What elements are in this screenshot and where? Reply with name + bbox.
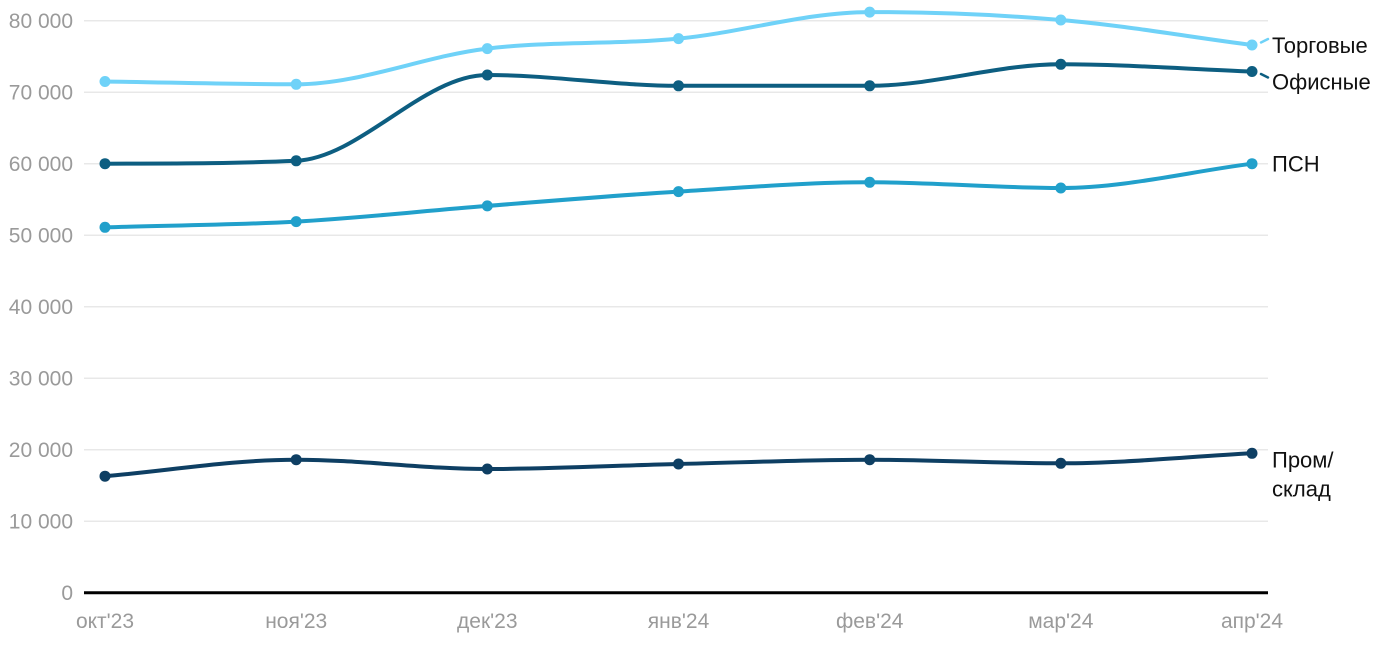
series-point-psn-4	[864, 176, 876, 188]
x-tick-label-6: апр'24	[1221, 610, 1283, 633]
x-tick-label-5: мар'24	[1028, 610, 1093, 633]
y-tick-label-0: 0	[61, 582, 73, 605]
series-line-ofisnye	[103, 62, 1254, 166]
series-point-prom-sklad-4	[864, 454, 876, 466]
x-tick-label-4: фев'24	[836, 610, 904, 633]
series-point-torgovye-3	[673, 33, 684, 45]
y-tick-label-60000: 60 000	[9, 153, 73, 176]
series-label-prom-sklad-line-0: Пром/	[1272, 447, 1334, 472]
series-label-psn: ПСН	[1272, 152, 1320, 177]
x-tick-label-1: ноя'23	[265, 610, 327, 633]
series-point-psn-5	[1055, 182, 1067, 194]
series-point-torgovye-6	[1246, 39, 1258, 51]
series-label-prom-sklad-line-1: склад	[1272, 476, 1331, 501]
series-point-prom-sklad-3	[673, 458, 684, 470]
series-point-torgovye-2	[481, 43, 493, 55]
series-point-prom-sklad-0	[99, 470, 111, 482]
series-point-prom-sklad-6	[1246, 447, 1258, 459]
y-tick-label-40000: 40 000	[9, 296, 73, 319]
y-tick-label-50000: 50 000	[9, 225, 73, 248]
series-point-psn-2	[481, 200, 493, 212]
series-point-torgovye-0	[99, 76, 111, 87]
series-point-prom-sklad-1	[290, 454, 302, 466]
series-point-ofisnye-6	[1246, 66, 1258, 77]
series-point-ofisnye-5	[1055, 58, 1067, 70]
x-tick-label-0: окт'23	[76, 610, 134, 633]
x-tick-label-3: янв'24	[648, 610, 710, 633]
series-point-torgovye-1	[290, 78, 302, 90]
series-point-ofisnye-3	[673, 80, 684, 92]
series-point-psn-3	[673, 186, 684, 198]
series-point-ofisnye-1	[290, 155, 302, 167]
series-end-dash-ofisnye	[1259, 72, 1270, 79]
series-end-dash-torgovye	[1259, 37, 1270, 44]
series-label-torgovye: Торговые	[1272, 33, 1368, 58]
series-point-psn-0	[99, 221, 111, 233]
series-point-prom-sklad-2	[481, 463, 493, 475]
series-point-torgovye-4	[864, 6, 876, 18]
y-tick-label-70000: 70 000	[9, 82, 73, 105]
y-tick-label-10000: 10 000	[9, 511, 73, 534]
series-label-ofisnye: Офисные	[1272, 70, 1371, 95]
series-point-psn-1	[290, 216, 302, 228]
series-point-torgovye-5	[1055, 14, 1067, 26]
y-tick-label-20000: 20 000	[9, 439, 73, 462]
x-tick-label-2: дек'23	[457, 610, 518, 633]
y-tick-label-80000: 80 000	[9, 10, 73, 33]
series-point-ofisnye-0	[99, 158, 111, 170]
series-point-prom-sklad-5	[1055, 457, 1067, 469]
series-point-ofisnye-4	[864, 80, 876, 92]
series-point-psn-6	[1246, 158, 1258, 170]
y-tick-label-30000: 30 000	[9, 368, 73, 391]
series-line-torgovye	[103, 10, 1254, 87]
series-point-ofisnye-2	[481, 69, 493, 81]
